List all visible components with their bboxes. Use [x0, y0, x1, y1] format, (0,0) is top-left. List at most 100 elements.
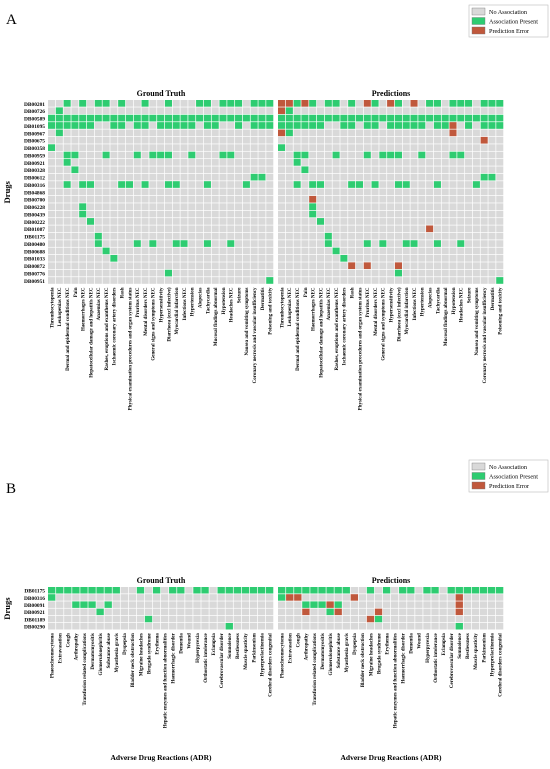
heatmap-cell: [479, 601, 488, 608]
heatmap-cell: [172, 247, 180, 255]
heatmap-cell: [418, 136, 426, 144]
heatmap-cell: [309, 136, 317, 144]
heatmap-cell: [465, 210, 473, 218]
heatmap-cell: [371, 269, 379, 277]
heatmap-cell: [301, 166, 309, 174]
heatmap-cell: [286, 608, 294, 616]
row-tick-label: DB00921: [24, 161, 45, 167]
heatmap-cell: [180, 254, 188, 262]
heatmap-cell: [309, 151, 317, 159]
heatmap-cell: [209, 601, 217, 608]
heatmap-cell: [196, 136, 204, 144]
heatmap-cell: [431, 601, 439, 608]
heatmap-cell: [348, 262, 356, 270]
heatmap-cell: [441, 166, 449, 174]
heatmap-cell: [449, 240, 457, 247]
heatmap-cell: [71, 159, 79, 166]
heatmap-cell: [487, 615, 496, 623]
heatmap-cell: [79, 159, 87, 166]
heatmap-cell: [472, 203, 480, 210]
heatmap-cell: [426, 210, 434, 218]
heatmap-cell: [488, 188, 496, 196]
heatmap-cell: [196, 114, 204, 122]
heatmap-cell: [112, 623, 120, 630]
heatmap-cell: [457, 166, 465, 174]
heatmap-cell: [426, 114, 434, 122]
heatmap-cell: [449, 166, 457, 174]
heatmap-cell: [102, 195, 110, 203]
column-tick-label: Pruritus NEC: [366, 287, 371, 317]
heatmap-cell: [141, 181, 149, 188]
heatmap-cell: [286, 594, 294, 601]
heatmap-cell: [457, 129, 465, 137]
heatmap-cell: [219, 129, 227, 137]
heatmap-cell: [387, 129, 395, 137]
heatmap-cell: [242, 269, 250, 277]
heatmap-cell: [301, 181, 309, 188]
column-tick-label: Nausea and vomiting symptoms: [245, 287, 250, 355]
heatmap-cell: [488, 100, 496, 107]
heatmap-cell: [118, 277, 126, 284]
heatmap-cell: [488, 144, 496, 151]
heatmap-cell: [457, 188, 465, 196]
heatmap-cell: [399, 594, 407, 601]
heatmap-cell: [340, 195, 348, 203]
heatmap-cell: [363, 277, 371, 284]
heatmap-cell: [449, 195, 457, 203]
heatmap-cell: [387, 122, 395, 129]
heatmap-cell: [332, 129, 340, 137]
heatmap-cell: [496, 277, 504, 284]
heatmap-cell: [201, 594, 209, 601]
heatmap-cell: [219, 269, 227, 277]
heatmap-cell: [188, 225, 196, 233]
heatmap-cell: [487, 608, 496, 616]
column-tick-label: Parkinsonism: [482, 632, 487, 662]
heatmap-cell: [379, 247, 387, 255]
heatmap-cell: [480, 269, 488, 277]
heatmap-cell: [441, 225, 449, 233]
heatmap-cell: [495, 623, 504, 630]
heatmap-cell: [387, 240, 395, 247]
heatmap-cell: [110, 144, 118, 151]
heatmap-cell: [235, 166, 243, 174]
heatmap-cell: [278, 218, 286, 225]
heatmap-cell: [125, 225, 134, 233]
heatmap-cell: [56, 587, 64, 594]
heatmap-cell: [471, 587, 480, 594]
heatmap-cell: [63, 159, 71, 166]
heatmap-cell: [348, 129, 356, 137]
heatmap-cell: [55, 247, 63, 255]
heatmap-cell: [250, 225, 258, 233]
heatmap-cell: [169, 601, 177, 608]
heatmap-cell: [293, 247, 301, 255]
legend-label: Association Present: [489, 19, 538, 26]
heatmap-cell: [496, 225, 504, 233]
heatmap-cell: [164, 254, 172, 262]
heatmap-cell: [410, 203, 418, 210]
heatmap-cell: [480, 166, 488, 174]
heatmap-cell: [348, 166, 356, 174]
heatmap-cell: [242, 240, 250, 247]
heatmap-cell: [242, 122, 250, 129]
heatmap-cell: [472, 188, 480, 196]
heatmap-cell: [125, 203, 134, 210]
heatmap-cell: [334, 594, 342, 601]
heatmap-cell: [63, 122, 71, 129]
heatmap-cell: [235, 136, 243, 144]
heatmap-cell: [203, 203, 211, 210]
heatmap-cell: [164, 151, 172, 159]
heatmap-cell: [94, 100, 102, 107]
row-tick-label: DB00612: [24, 176, 45, 182]
heatmap-cell: [433, 232, 441, 240]
heatmap-cell: [348, 144, 356, 151]
heatmap-cell: [80, 623, 88, 630]
heatmap-cell: [235, 269, 243, 277]
heatmap-cell: [318, 623, 326, 630]
heatmap-cell: [294, 623, 302, 630]
heatmap-cell: [125, 232, 134, 240]
heatmap-cell: [379, 269, 387, 277]
heatmap-cell: [324, 195, 332, 203]
heatmap-cell: [266, 100, 274, 107]
heatmap-cell: [488, 203, 496, 210]
heatmap-cell: [249, 615, 258, 623]
